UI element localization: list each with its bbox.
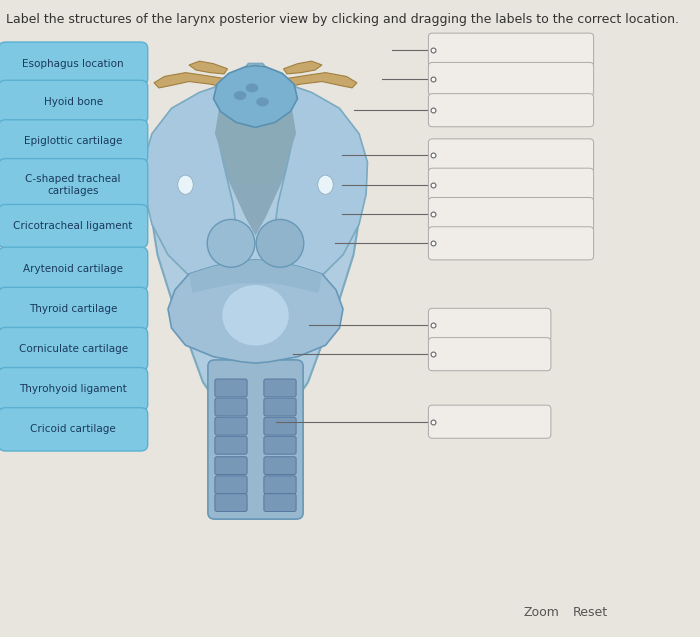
- FancyBboxPatch shape: [428, 139, 594, 172]
- FancyBboxPatch shape: [215, 379, 247, 397]
- Polygon shape: [189, 61, 228, 74]
- Text: Thyrohyoid ligament: Thyrohyoid ligament: [20, 384, 127, 394]
- Text: Label the structures of the larynx posterior view by clicking and dragging the l: Label the structures of the larynx poste…: [6, 13, 678, 25]
- FancyBboxPatch shape: [215, 457, 247, 475]
- Text: Cricoid cartilage: Cricoid cartilage: [30, 424, 116, 434]
- FancyBboxPatch shape: [0, 159, 148, 211]
- Ellipse shape: [223, 285, 288, 345]
- FancyBboxPatch shape: [0, 247, 148, 290]
- Text: Epiglottic cartilage: Epiglottic cartilage: [24, 136, 122, 147]
- FancyBboxPatch shape: [428, 227, 594, 260]
- Polygon shape: [214, 66, 298, 127]
- FancyBboxPatch shape: [0, 80, 148, 124]
- Ellipse shape: [256, 97, 269, 106]
- FancyBboxPatch shape: [428, 168, 594, 201]
- FancyBboxPatch shape: [428, 197, 594, 231]
- Polygon shape: [284, 61, 322, 74]
- FancyBboxPatch shape: [0, 120, 148, 163]
- Text: Esophagus location: Esophagus location: [22, 59, 124, 69]
- FancyBboxPatch shape: [215, 476, 247, 494]
- Text: C-shaped tracheal
cartilages: C-shaped tracheal cartilages: [25, 174, 121, 196]
- Polygon shape: [150, 64, 360, 420]
- Polygon shape: [210, 70, 301, 236]
- FancyBboxPatch shape: [264, 494, 296, 512]
- Text: Reset: Reset: [573, 606, 608, 619]
- FancyBboxPatch shape: [428, 33, 594, 66]
- FancyBboxPatch shape: [208, 360, 303, 519]
- Ellipse shape: [246, 83, 258, 92]
- Text: Cricotracheal ligament: Cricotracheal ligament: [13, 221, 133, 231]
- Polygon shape: [144, 83, 240, 293]
- Text: Zoom: Zoom: [523, 606, 559, 619]
- FancyBboxPatch shape: [0, 287, 148, 331]
- Polygon shape: [154, 73, 228, 88]
- FancyBboxPatch shape: [264, 417, 296, 435]
- FancyBboxPatch shape: [264, 457, 296, 475]
- Ellipse shape: [207, 219, 255, 268]
- FancyBboxPatch shape: [428, 308, 551, 341]
- Polygon shape: [284, 73, 357, 88]
- Polygon shape: [215, 84, 296, 188]
- Ellipse shape: [178, 175, 193, 194]
- FancyBboxPatch shape: [0, 408, 148, 451]
- FancyBboxPatch shape: [264, 379, 296, 397]
- Text: Hyoid bone: Hyoid bone: [43, 97, 103, 107]
- FancyBboxPatch shape: [428, 62, 594, 96]
- FancyBboxPatch shape: [0, 42, 148, 85]
- Ellipse shape: [234, 91, 246, 100]
- FancyBboxPatch shape: [264, 476, 296, 494]
- FancyBboxPatch shape: [215, 398, 247, 416]
- Ellipse shape: [256, 219, 304, 268]
- Polygon shape: [271, 83, 368, 293]
- FancyBboxPatch shape: [264, 436, 296, 454]
- FancyBboxPatch shape: [264, 398, 296, 416]
- Polygon shape: [189, 260, 322, 293]
- FancyBboxPatch shape: [428, 94, 594, 127]
- Polygon shape: [168, 260, 343, 363]
- FancyBboxPatch shape: [215, 494, 247, 512]
- FancyBboxPatch shape: [215, 417, 247, 435]
- FancyBboxPatch shape: [0, 368, 148, 411]
- FancyBboxPatch shape: [428, 405, 551, 438]
- FancyBboxPatch shape: [215, 436, 247, 454]
- Text: Corniculate cartilage: Corniculate cartilage: [19, 344, 127, 354]
- Ellipse shape: [318, 175, 333, 194]
- FancyBboxPatch shape: [428, 338, 551, 371]
- Text: Arytenoid cartilage: Arytenoid cartilage: [23, 264, 123, 274]
- FancyBboxPatch shape: [0, 204, 148, 248]
- Text: Thyroid cartilage: Thyroid cartilage: [29, 304, 118, 314]
- FancyBboxPatch shape: [0, 327, 148, 371]
